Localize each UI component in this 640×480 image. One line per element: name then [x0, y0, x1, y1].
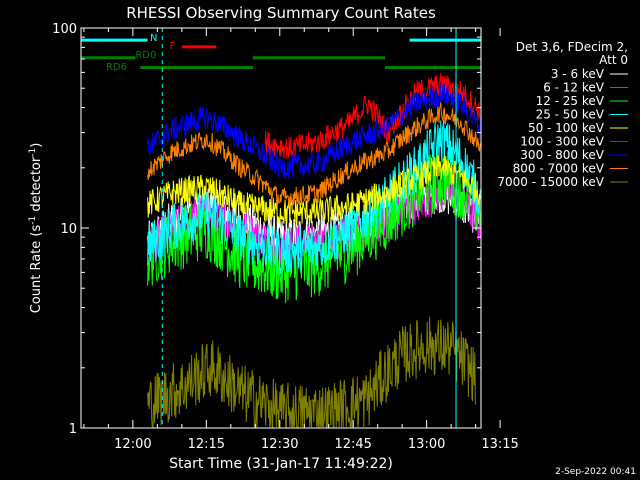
- x-tick-label: 12:15: [188, 437, 225, 452]
- legend-label-4: 25 - 50 keV: [536, 108, 605, 122]
- bar-label-f: F: [170, 41, 176, 52]
- ylabel-part-1: Count Rate (s: [29, 225, 44, 314]
- legend-label-5: 50 - 100 keV: [528, 121, 605, 135]
- y-axis-label: Count Rate (s-1 detector-1): [28, 143, 44, 314]
- x-tick-label: 12:00: [114, 437, 151, 452]
- bar-label-rd0: RD0: [135, 50, 156, 61]
- legend-label-6: 100 - 300 keV: [520, 135, 604, 149]
- footer-date: 2-Sep-2022 00:41: [555, 467, 636, 477]
- ylabel-exp-2: -1: [28, 148, 38, 157]
- legend-label-8: 800 - 7000 keV: [513, 162, 605, 176]
- plot-area: N F RD0 RD6: [81, 28, 481, 428]
- y-tick-label: 1: [69, 422, 77, 437]
- series-line-9: [147, 316, 476, 428]
- legend-label-7: 300 - 800 keV: [520, 148, 604, 162]
- ylabel-part-2: detector: [29, 156, 44, 216]
- x-tick-label: 13:00: [408, 437, 445, 452]
- reference-lines: [161, 28, 457, 428]
- series-layer: [147, 73, 481, 428]
- x-tick-label: 12:30: [261, 437, 298, 452]
- series-line-7: [147, 83, 481, 180]
- x-tick-label: 12:45: [334, 437, 371, 452]
- status-bars: N F RD0 RD6: [81, 33, 481, 73]
- chart-title: RHESSI Observing Summary Count Rates: [126, 4, 436, 22]
- x-tick-label: 13:15: [481, 437, 518, 452]
- bar-label-n: N: [150, 33, 157, 44]
- series-line-6: [264, 73, 481, 159]
- y-tick-label: 100: [52, 22, 77, 37]
- x-axis-label: Start Time (31-Jan-17 11:49:22): [169, 456, 393, 472]
- legend-header-line-2: Att 0: [599, 53, 628, 67]
- legend-label-2: 6 - 12 keV: [543, 81, 605, 95]
- series-line-8: [147, 102, 481, 208]
- legend-label-1: 3 - 6 keV: [551, 67, 605, 81]
- y-tick-label: 10: [60, 222, 77, 237]
- x-axis: 12:00 12:15 12:30 12:45 13:00 13:15: [83, 28, 519, 452]
- legend-label-3: 12 - 25 keV: [536, 94, 605, 108]
- bar-label-rd6: RD6: [106, 62, 127, 73]
- ylabel-exp-1: -1: [28, 216, 38, 225]
- legend-label-9: 7000 - 15000 keV: [497, 175, 604, 189]
- series-line-5: [147, 155, 481, 226]
- legend-header-line-1: Det 3,6, FDecim 2,: [516, 40, 628, 54]
- ylabel-part-3: ): [29, 143, 44, 148]
- y-axis: 1 10 100: [52, 22, 481, 437]
